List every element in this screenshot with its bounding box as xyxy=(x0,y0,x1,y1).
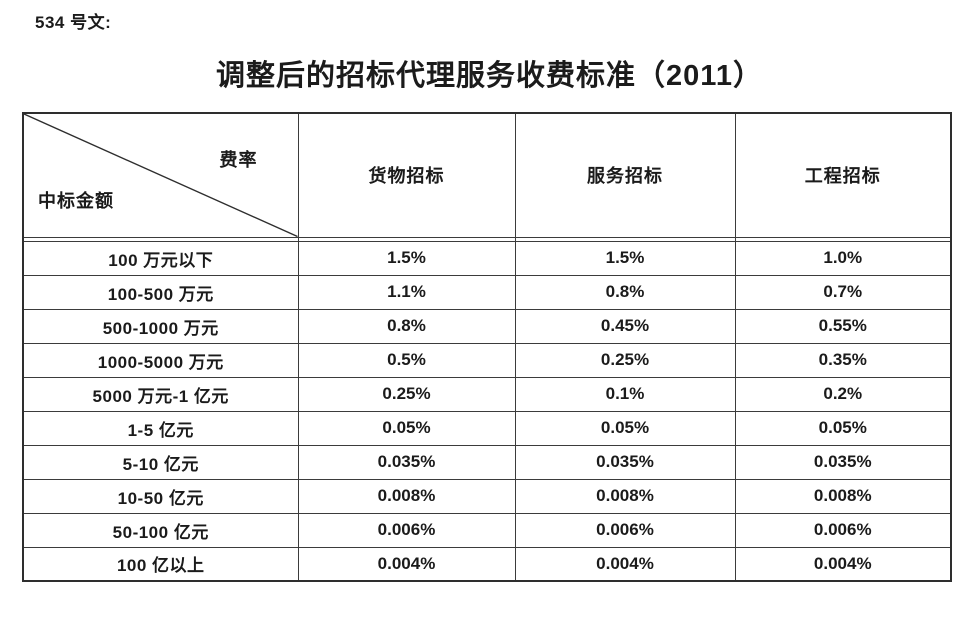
rate-cell: 0.2% xyxy=(734,376,952,412)
amount-cell: 1-5 亿元 xyxy=(22,410,299,446)
rate-cell: 0.05% xyxy=(514,410,736,446)
table-row: 5000 万元-1 亿元 0.25% 0.1% 0.2% xyxy=(22,376,952,412)
amount-cell: 5-10 亿元 xyxy=(22,444,299,480)
table-row: 100 万元以下 1.5% 1.5% 1.0% xyxy=(22,240,952,276)
rate-cell: 1.5% xyxy=(514,240,736,276)
column-header-engineering: 工程招标 xyxy=(734,112,952,238)
rate-cell: 0.5% xyxy=(297,342,516,378)
fee-standard-table: 费率 中标金额 货物招标 服务招标 工程招标 100 万元以下 1.5% 1.5… xyxy=(22,112,952,582)
table-row: 5-10 亿元 0.035% 0.035% 0.035% xyxy=(22,444,952,480)
rate-cell: 0.05% xyxy=(297,410,516,446)
amount-cell: 10-50 亿元 xyxy=(22,478,299,514)
diagonal-divider-line xyxy=(24,114,298,237)
amount-cell: 100 万元以下 xyxy=(22,240,299,276)
table-row: 100-500 万元 1.1% 0.8% 0.7% xyxy=(22,274,952,310)
column-header-goods: 货物招标 xyxy=(297,112,516,238)
rate-cell: 0.1% xyxy=(514,376,736,412)
rate-cell: 0.035% xyxy=(297,444,516,480)
table-row: 10-50 亿元 0.008% 0.008% 0.008% xyxy=(22,478,952,514)
rate-cell: 0.45% xyxy=(514,308,736,344)
table-row: 1000-5000 万元 0.5% 0.25% 0.35% xyxy=(22,342,952,378)
column-header-services: 服务招标 xyxy=(514,112,736,238)
rate-cell: 0.035% xyxy=(734,444,952,480)
document-number-label: 534 号文: xyxy=(35,13,112,32)
corner-label-amount: 中标金额 xyxy=(38,190,114,211)
rate-cell: 0.7% xyxy=(734,274,952,310)
rate-cell: 0.006% xyxy=(734,512,952,548)
amount-cell: 100-500 万元 xyxy=(22,274,299,310)
gap-cell xyxy=(734,237,952,241)
page-title: 调整后的招标代理服务收费标准（2011） xyxy=(216,60,763,92)
rate-cell: 0.004% xyxy=(297,546,516,582)
amount-cell: 5000 万元-1 亿元 xyxy=(22,376,299,412)
rate-cell: 0.25% xyxy=(514,342,736,378)
table-row: 100 亿以上 0.004% 0.004% 0.004% xyxy=(22,546,952,582)
rate-cell: 0.05% xyxy=(734,410,952,446)
amount-cell: 500-1000 万元 xyxy=(22,308,299,344)
rate-cell: 0.008% xyxy=(297,478,516,514)
table-row: 500-1000 万元 0.8% 0.45% 0.55% xyxy=(22,308,952,344)
table-row: 50-100 亿元 0.006% 0.006% 0.006% xyxy=(22,512,952,548)
header-body-gap xyxy=(22,237,952,241)
rate-cell: 0.008% xyxy=(514,478,736,514)
rate-cell: 1.0% xyxy=(734,240,952,276)
amount-cell: 50-100 亿元 xyxy=(22,512,299,548)
rate-cell: 0.25% xyxy=(297,376,516,412)
rate-cell: 0.8% xyxy=(514,274,736,310)
header-row: 费率 中标金额 货物招标 服务招标 工程招标 xyxy=(22,112,952,238)
diagonal-corner-cell: 费率 中标金额 xyxy=(22,112,299,238)
rate-cell: 0.8% xyxy=(297,308,516,344)
corner-label-rate: 费率 xyxy=(219,150,258,170)
rate-cell: 0.006% xyxy=(297,512,516,548)
rate-cell: 0.004% xyxy=(514,546,736,582)
amount-cell: 100 亿以上 xyxy=(22,546,299,582)
rate-cell: 0.35% xyxy=(734,342,952,378)
amount-cell: 1000-5000 万元 xyxy=(22,342,299,378)
rate-cell: 0.004% xyxy=(734,546,952,582)
rate-cell: 1.1% xyxy=(297,274,516,310)
rate-cell: 1.5% xyxy=(297,240,516,276)
rate-cell: 0.55% xyxy=(734,308,952,344)
rate-cell: 0.008% xyxy=(734,478,952,514)
rate-cell: 0.006% xyxy=(514,512,736,548)
table-row: 1-5 亿元 0.05% 0.05% 0.05% xyxy=(22,410,952,446)
rate-cell: 0.035% xyxy=(514,444,736,480)
